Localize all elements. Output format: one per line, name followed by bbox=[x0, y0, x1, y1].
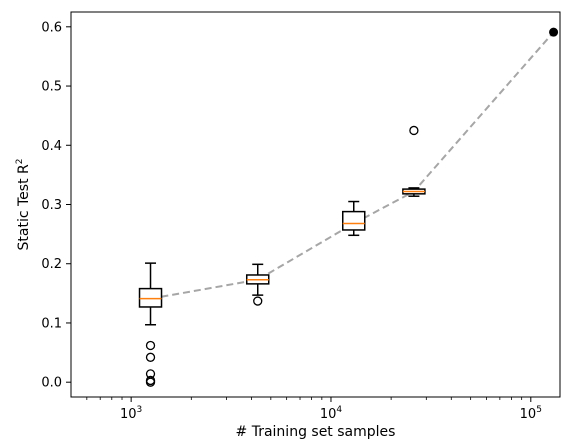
box-iqr bbox=[341, 210, 366, 231]
outlier-point bbox=[145, 369, 156, 379]
y-tick-label: 0.0 bbox=[41, 376, 62, 391]
x-axis-ticks: 103 104 105 bbox=[86, 397, 542, 422]
box-plot bbox=[138, 262, 163, 387]
box-layer bbox=[138, 125, 426, 387]
x-tick-label-exponent: 4 bbox=[336, 405, 342, 415]
outlier-point bbox=[145, 375, 156, 386]
trend-layer bbox=[150, 31, 555, 300]
outlier-point bbox=[145, 352, 156, 362]
y-axis-label-superscript: 2 bbox=[15, 159, 25, 165]
y-axis-label: Static Test R2 bbox=[15, 159, 32, 251]
x-tick-label-exponent: 5 bbox=[536, 405, 542, 415]
x-tick-label: 105 bbox=[520, 405, 542, 422]
y-tick-label: 0.1 bbox=[41, 316, 62, 331]
outlier-point bbox=[145, 340, 156, 351]
plot-area-frame bbox=[70, 11, 561, 398]
x-tick-label-exponent: 3 bbox=[137, 405, 143, 415]
y-tick-label: 0.6 bbox=[41, 20, 62, 35]
x-tick-label: 104 bbox=[320, 405, 343, 422]
x-axis-label: # Training set samples bbox=[236, 424, 396, 439]
y-tick-label: 0.5 bbox=[41, 80, 62, 95]
box-plot bbox=[402, 125, 426, 197]
y-axis-label-base: Static Test R bbox=[16, 164, 32, 251]
x-tick-label-base: 10 bbox=[120, 407, 137, 422]
y-tick-label: 0.4 bbox=[41, 139, 62, 154]
x-tick-label-base: 10 bbox=[320, 407, 337, 422]
y-tick-label: 0.2 bbox=[41, 257, 62, 272]
outlier-point bbox=[253, 296, 263, 306]
box-iqr bbox=[138, 287, 163, 308]
outlier-point bbox=[409, 125, 419, 136]
trend-line bbox=[150, 31, 555, 300]
box-plot bbox=[341, 200, 366, 237]
x-tick-label: 103 bbox=[120, 405, 142, 422]
x-tick-label-base: 10 bbox=[520, 407, 537, 422]
point-layer bbox=[549, 27, 559, 37]
final-data-point bbox=[549, 27, 559, 37]
box-plot bbox=[245, 263, 270, 306]
y-tick-label: 0.3 bbox=[41, 198, 62, 213]
y-axis-ticks: 0.0 0.1 0.2 0.3 0.4 0.5 0.6 bbox=[41, 20, 71, 391]
